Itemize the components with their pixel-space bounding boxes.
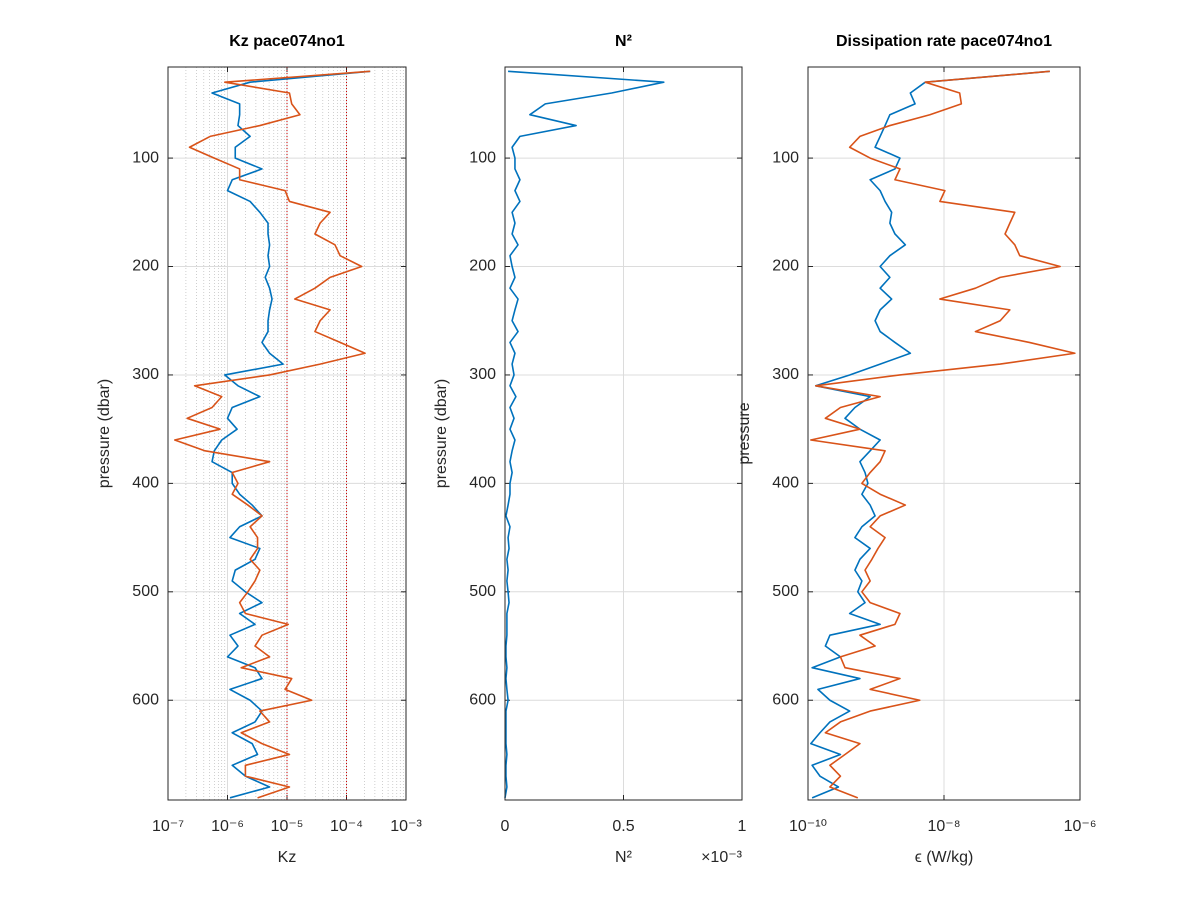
x-tick-label: 0: [501, 818, 510, 835]
y-tick-label: 500: [132, 583, 159, 600]
data-line: [810, 70, 1050, 799]
plot-frame: [167, 66, 407, 801]
data-line: [211, 70, 371, 799]
plot-frame: [504, 66, 743, 801]
y-tick-label: 300: [772, 366, 799, 383]
y-tick-label: 600: [772, 691, 799, 708]
y-tick-label: 500: [772, 583, 799, 600]
x-tick-label: 10⁻⁴: [330, 818, 363, 835]
data-line: [173, 70, 371, 799]
y-tick-label: 400: [132, 475, 159, 492]
x-axis-label: N²: [615, 849, 633, 866]
y-tick-label: 600: [469, 691, 496, 708]
panel: 10⁻¹⁰ 10⁻⁸ 10⁻⁶ 100 200 300 400 500 600 Dissipati…: [736, 33, 1096, 866]
chart-title: Kz pace074no1: [229, 33, 345, 50]
x-tick-label: 10⁻⁶: [1064, 818, 1097, 835]
x-axis-label: ϵ (W/kg): [915, 849, 974, 866]
y-tick-label: 500: [469, 583, 496, 600]
y-tick-label: 300: [132, 366, 159, 383]
y-tick-label: 100: [469, 149, 496, 166]
x-tick-label: 10⁻⁶: [211, 818, 244, 835]
x-tick-label: 10⁻⁸: [928, 818, 961, 835]
x-axis-label: Kz: [278, 849, 297, 866]
y-axis-label: pressure: [736, 402, 753, 464]
y-tick-label: 300: [469, 366, 496, 383]
x-tick-label: 10⁻⁵: [271, 818, 304, 835]
data-line: [810, 70, 1076, 799]
x-tick-label: 10⁻³: [390, 818, 422, 835]
data-line: [504, 70, 665, 798]
y-tick-label: 600: [132, 691, 159, 708]
y-tick-label: 100: [132, 149, 159, 166]
y-tick-label: 400: [469, 475, 496, 492]
panel: 0 0.5 1 100 200 300 400 500 600 N² N² ×10⁻³ pressure…: [433, 33, 746, 866]
x-tick-label: 1: [738, 818, 747, 835]
panel: 10⁻⁷ 10⁻⁶ 10⁻⁵ 10⁻⁴ 10⁻³ 100 200 300 400 500 600 Kz…: [96, 33, 422, 866]
x-tick-label: 10⁻⁷: [152, 818, 184, 835]
y-tick-label: 400: [772, 475, 799, 492]
x-tick-label: 0.5: [612, 818, 634, 835]
y-tick-label: 200: [772, 258, 799, 275]
y-axis-label: pressure (dbar): [433, 379, 450, 488]
y-tick-label: 200: [469, 258, 496, 275]
plot-frame: [807, 66, 1081, 801]
chart-title: Dissipation rate pace074no1: [836, 33, 1052, 50]
y-tick-label: 100: [772, 149, 799, 166]
x-exponent-label: ×10⁻³: [701, 849, 743, 866]
y-axis-label: pressure (dbar): [96, 379, 113, 488]
x-tick-label: 10⁻¹⁰: [789, 818, 827, 835]
chart-title: N²: [615, 33, 632, 50]
y-tick-label: 200: [132, 258, 159, 275]
